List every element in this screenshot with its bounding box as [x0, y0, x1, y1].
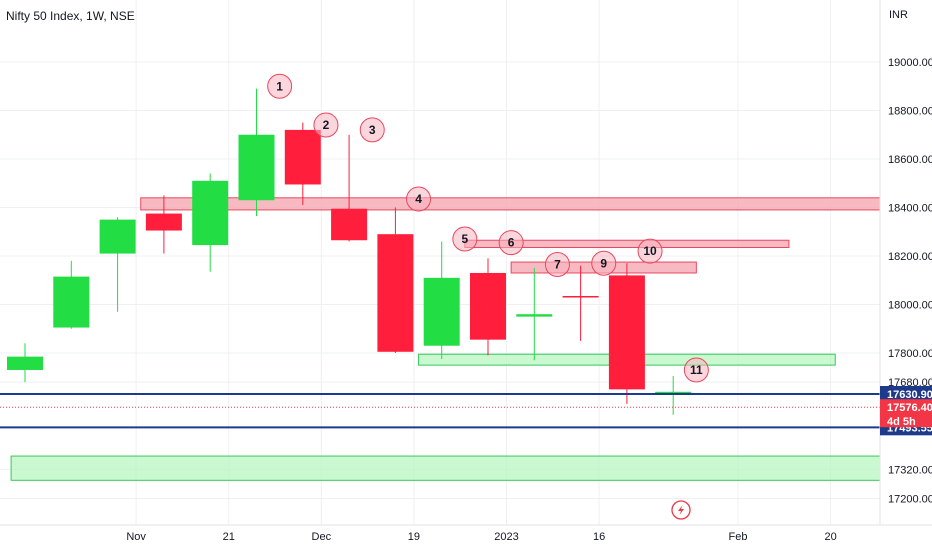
level-price-tag: 17630.90: [880, 386, 932, 403]
marker-6: 6: [498, 230, 524, 256]
x-tick-label: Nov: [126, 531, 146, 543]
marker-label: 3: [369, 123, 376, 137]
marker-9: 9: [591, 250, 617, 276]
candle-down: [562, 296, 599, 298]
price-tag-text: 4d 5h: [887, 416, 916, 428]
y-tick-label: 19000.00: [888, 57, 932, 69]
candle-up: [423, 277, 460, 346]
candle-down: [331, 208, 368, 241]
candle-up: [192, 180, 229, 246]
marker-11: 11: [683, 357, 709, 383]
support-zone: [10, 455, 881, 481]
marker-5: 5: [452, 226, 478, 252]
marker-circle: [683, 357, 709, 383]
candle-down: [145, 213, 182, 231]
markers: 1 2 3 4 5 6 7 9 10 11: [267, 73, 709, 383]
y-tick-label: 18600.00: [888, 154, 932, 166]
price-tag-bg: [880, 386, 932, 403]
flash-icon[interactable]: [671, 500, 691, 520]
candle-up: [53, 276, 90, 328]
marker-circle: [498, 230, 524, 256]
marker-label: 9: [600, 256, 607, 270]
marker-7: 7: [544, 251, 570, 277]
marker-label: 2: [323, 118, 330, 132]
price-tag-bg: [880, 399, 932, 428]
price-tag-text: 17576.40: [887, 402, 932, 414]
y-tick-label: 17320.00: [888, 464, 932, 476]
x-tick-label: 19: [408, 531, 420, 543]
y-tick-label: 18800.00: [888, 106, 932, 118]
candle-down: [470, 272, 506, 340]
marker-circle: [267, 73, 293, 99]
current-price-tag: 17576.40 4d 5h: [880, 399, 932, 428]
candle-down: [608, 275, 645, 390]
marker-circle: [313, 112, 339, 138]
price-tag-text: 17630.90: [887, 389, 932, 401]
marker-circle: [452, 226, 478, 252]
x-tick-label: 21: [223, 531, 235, 543]
marker-2: 2: [313, 112, 339, 138]
candle-up: [7, 356, 43, 370]
y-tick-label: 18000.00: [888, 300, 932, 312]
candle-up: [238, 134, 275, 201]
marker-10: 10: [637, 238, 663, 264]
y-tick-label: 17800.00: [888, 348, 932, 360]
y-tick-label: 18200.00: [888, 251, 932, 263]
marker-label: 10: [643, 244, 657, 258]
marker-1: 1: [267, 73, 293, 99]
marker-circle: [544, 251, 570, 277]
y-tick-label: 17200.00: [888, 494, 932, 506]
marker-circle: [359, 117, 385, 143]
marker-4: 4: [406, 186, 432, 212]
chart-title: Nifty 50 Index, 1W, NSE: [6, 9, 135, 23]
marker-circle: [637, 238, 663, 264]
price-axis[interactable]: INR 19000.00 18800.00 18600.00 18400.00 18200…: [879, 0, 932, 525]
candle-up: [516, 314, 553, 317]
marker-label: 7: [554, 257, 561, 271]
marker-label: 1: [276, 79, 283, 93]
marker-label: 5: [462, 232, 469, 246]
time-axis[interactable]: Nov 21 Dec 19 2023 16 Feb 20: [0, 524, 932, 543]
marker-circle: [406, 186, 432, 212]
y-tick-label: 18400.00: [888, 203, 932, 215]
currency-label: INR: [889, 9, 908, 21]
marker-3: 3: [359, 117, 385, 143]
marker-label: 6: [508, 236, 515, 250]
candle-up: [99, 219, 136, 254]
x-tick-label: 20: [824, 531, 836, 543]
x-tick-label: 16: [593, 531, 605, 543]
marker-label: 11: [690, 363, 703, 377]
x-tick-label: Feb: [729, 531, 748, 543]
marker-label: 4: [415, 192, 422, 206]
candle-down: [284, 129, 321, 185]
x-tick-label: Dec: [312, 531, 332, 543]
candles: [7, 88, 692, 415]
candle-up: [655, 391, 692, 394]
grid: [0, 0, 880, 525]
marker-circle: [591, 250, 617, 276]
x-tick-label: 2023: [494, 531, 518, 543]
candle-down: [377, 234, 414, 352]
horizontal-lines: [0, 393, 880, 429]
